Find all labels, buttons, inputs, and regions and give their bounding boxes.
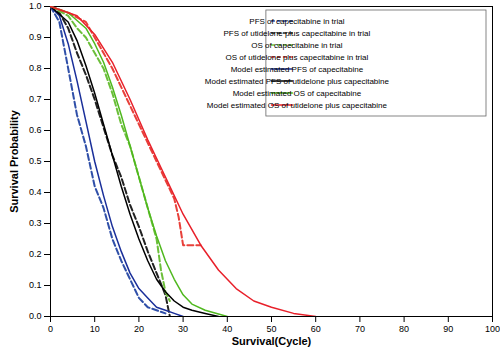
svg-text:0.4: 0.4 bbox=[29, 187, 42, 197]
svg-text:OS of capecitabine in trial: OS of capecitabine in trial bbox=[251, 41, 342, 50]
svg-text:0.2: 0.2 bbox=[29, 249, 42, 259]
svg-text:Model estimated PFS of capecit: Model estimated PFS of capecitabine bbox=[231, 65, 364, 74]
svg-text:PFS of utidelone plus capecita: PFS of utidelone plus capecitabine in tr… bbox=[224, 29, 371, 38]
svg-text:0.9: 0.9 bbox=[29, 32, 42, 42]
svg-text:1.0: 1.0 bbox=[29, 1, 42, 11]
svg-text:90: 90 bbox=[443, 324, 453, 334]
svg-text:70: 70 bbox=[355, 324, 365, 334]
svg-text:0: 0 bbox=[48, 324, 53, 334]
svg-text:Model estimated PFS of utidelo: Model estimated PFS of utidelone plus ca… bbox=[205, 77, 390, 86]
svg-text:Model estimated OS of capecita: Model estimated OS of capecitabine bbox=[233, 89, 362, 98]
svg-text:20: 20 bbox=[134, 324, 144, 334]
svg-text:0.7: 0.7 bbox=[29, 94, 42, 104]
svg-text:0.0: 0.0 bbox=[29, 311, 42, 321]
svg-text:Survival Probability: Survival Probability bbox=[8, 109, 20, 213]
svg-text:0.5: 0.5 bbox=[29, 156, 42, 166]
svg-text:40: 40 bbox=[222, 324, 232, 334]
svg-text:0.1: 0.1 bbox=[29, 280, 42, 290]
svg-text:80: 80 bbox=[399, 324, 409, 334]
svg-text:OS of utidelone plus capecitab: OS of utidelone plus capecitabine in tri… bbox=[226, 53, 369, 62]
svg-text:100: 100 bbox=[485, 324, 500, 334]
svg-text:0.8: 0.8 bbox=[29, 63, 42, 73]
svg-text:PFS of capecitabine in trial: PFS of capecitabine in trial bbox=[249, 17, 344, 26]
svg-text:Model estimated OS of utidelon: Model estimated OS of utidelone plus cap… bbox=[207, 101, 388, 110]
svg-text:30: 30 bbox=[178, 324, 188, 334]
svg-text:50: 50 bbox=[266, 324, 276, 334]
svg-text:0.6: 0.6 bbox=[29, 125, 42, 135]
svg-text:60: 60 bbox=[311, 324, 321, 334]
svg-text:10: 10 bbox=[90, 324, 100, 334]
svg-text:Survival(Cycle): Survival(Cycle) bbox=[232, 335, 312, 347]
svg-text:0.3: 0.3 bbox=[29, 218, 42, 228]
